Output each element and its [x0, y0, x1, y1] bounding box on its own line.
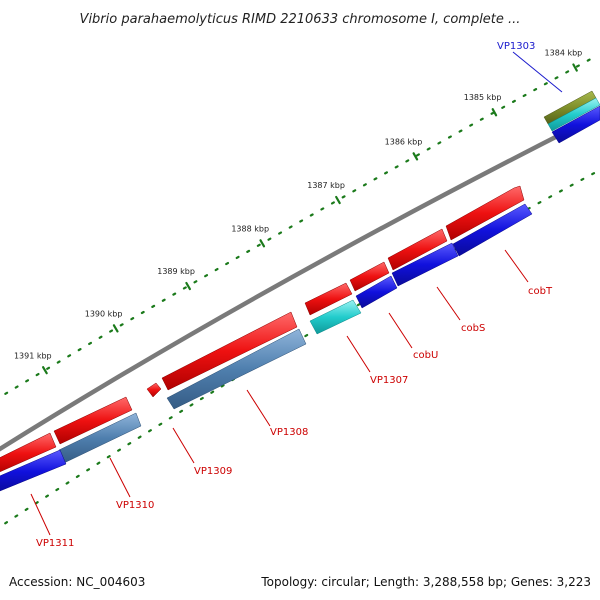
gene-label-cobt[interactable]: cobT [528, 286, 553, 297]
gene-feature-vp1309-red[interactable] [146, 382, 162, 398]
scale-tick-1390 [112, 324, 119, 333]
leader-cobu [388, 312, 413, 349]
gene-feature-vp1303-blue[interactable] [551, 105, 600, 144]
gene-label-vp1307[interactable]: VP1307 [370, 375, 408, 386]
gene-features [0, 90, 600, 493]
gene-label-vp1311[interactable]: VP1311 [36, 538, 74, 549]
gene-label-cobs[interactable]: cobS [461, 323, 485, 334]
gene-feature-cobs-blue[interactable] [391, 242, 459, 287]
gene-feature-cobu-blue[interactable] [355, 275, 398, 309]
gene-feature-vp1307-red[interactable] [304, 282, 353, 316]
leader-vp1310 [109, 457, 131, 498]
scale-tick-marks [41, 63, 578, 375]
gene-label-vp1310[interactable]: VP1310 [116, 500, 154, 511]
gene-feature-cobt-blue[interactable] [452, 203, 533, 257]
leader-vp1303 [512, 51, 563, 93]
scale-tick-label-1386: 1386 kbp [385, 137, 423, 146]
gene-label-vp1303[interactable]: VP1303 [497, 41, 535, 52]
leader-vp1307 [346, 335, 371, 373]
scale-tick-1387 [335, 195, 341, 205]
gene-label-vp1308[interactable]: VP1308 [270, 427, 308, 438]
scale-tick-label-1391: 1391 kbp [14, 351, 52, 360]
gene-feature-vp1311-red[interactable] [0, 432, 57, 474]
gene-feature-cobu-red[interactable] [349, 261, 390, 292]
gene-feature-vp1308-red[interactable] [161, 311, 298, 391]
label-leader-lines [30, 51, 563, 536]
gene-feature-cobt-red[interactable] [445, 185, 525, 241]
scale-tick-1388 [259, 239, 266, 248]
gene-label-cobu[interactable]: cobU [413, 350, 438, 361]
gene-feature-vp1310-red[interactable] [53, 396, 133, 445]
scale-tick-1385 [491, 108, 498, 117]
genome-stats-text: Topology: circular; Length: 3,288,558 bp… [260, 575, 591, 589]
leader-vp1308 [246, 389, 271, 427]
gene-feature-cobs-red[interactable] [387, 228, 448, 271]
scale-tick-label-1387: 1387 kbp [307, 181, 345, 190]
gene-labels: VP1303 cobT cobS cobU VP1307 VP1308 VP13… [36, 41, 553, 549]
scale-tick-1389 [185, 281, 191, 291]
leader-cobs [436, 286, 461, 321]
scale-tick-1384 [572, 63, 578, 72]
scale-tick-label-1390: 1390 kbp [85, 310, 123, 319]
leader-vp1309 [172, 427, 195, 464]
accession-text: Accession: NC_004603 [9, 575, 145, 589]
gene-feature-vp1311-blue[interactable] [0, 449, 67, 493]
scale-tick-1386 [412, 152, 419, 161]
scale-tick-label-1388: 1388 kbp [231, 224, 269, 233]
leader-vp1311 [30, 493, 51, 536]
scale-tick-label-1389: 1389 kbp [157, 267, 195, 276]
scale-tick-label-1384: 1384 kbp [545, 49, 583, 58]
gene-label-vp1309[interactable]: VP1309 [194, 466, 232, 477]
chromosome-backbone [0, 112, 600, 452]
scale-tick-label-1385: 1385 kbp [464, 93, 502, 102]
map-title: Vibrio parahaemolyticus RIMD 2210633 chr… [80, 12, 521, 27]
gene-feature-vp1308-steel[interactable] [166, 328, 307, 410]
leader-cobt [504, 249, 529, 283]
scale-tick-labels: 1384 kbp 1385 kbp 1386 kbp 1387 kbp 1388 kbp… [14, 49, 582, 361]
gene-feature-vp1307-cyan[interactable] [309, 299, 362, 335]
gene-feature-vp1303-cyan[interactable] [547, 97, 600, 132]
scale-tick-1391 [41, 366, 48, 375]
